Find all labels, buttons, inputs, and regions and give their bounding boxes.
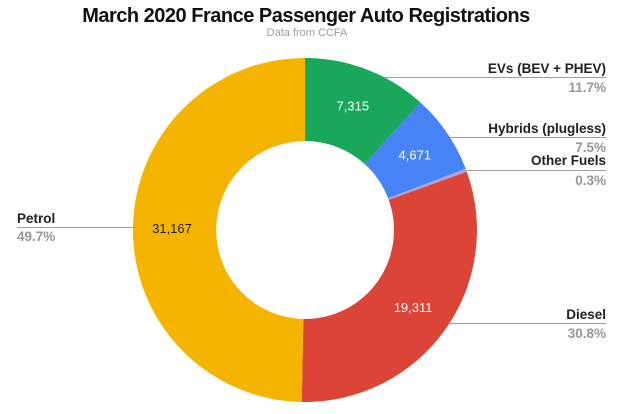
callout-label-other-fuels: Other Fuels — [530, 153, 606, 168]
leader-line-evs — [385, 77, 606, 78]
slice-value-label: 19,311 — [394, 300, 433, 315]
callout-label-evs: EVs (BEV + PHEV) — [487, 61, 606, 76]
donut-slice-petrol — [132, 57, 305, 402]
leader-line-petrol — [17, 227, 135, 228]
chart-subtitle: Data from CCFA — [266, 27, 348, 39]
leader-line-hybrids — [450, 137, 606, 138]
donut-slice-hybrids-plugless — [364, 102, 466, 199]
slice-value-label: 31,167 — [152, 221, 192, 236]
donut-slice-other-fuels — [388, 168, 467, 200]
callout-pct-hybrids: 7.5% — [575, 140, 606, 155]
callout-pct-petrol: 49.7% — [17, 229, 56, 244]
callout-label-diesel: Diesel — [566, 307, 606, 322]
chart-title: March 2020 France Passenger Auto Registr… — [82, 5, 530, 27]
leader-line-diesel — [449, 323, 606, 324]
slice-value-label: 7,315 — [337, 98, 370, 113]
callout-pct-diesel: 30.8% — [567, 326, 606, 341]
slice-value-label: 4,671 — [399, 147, 432, 162]
callout-label-petrol: Petrol — [17, 211, 56, 226]
leader-line-other-fuels — [466, 170, 606, 171]
callout-label-hybrids: Hybrids (plugless) — [488, 121, 606, 136]
callout-pct-other-fuels: 0.3% — [575, 173, 606, 188]
callout-pct-evs: 11.7% — [568, 80, 606, 95]
donut-slice-evs-bev-phev — [305, 58, 421, 164]
donut-slice-diesel — [301, 171, 477, 403]
